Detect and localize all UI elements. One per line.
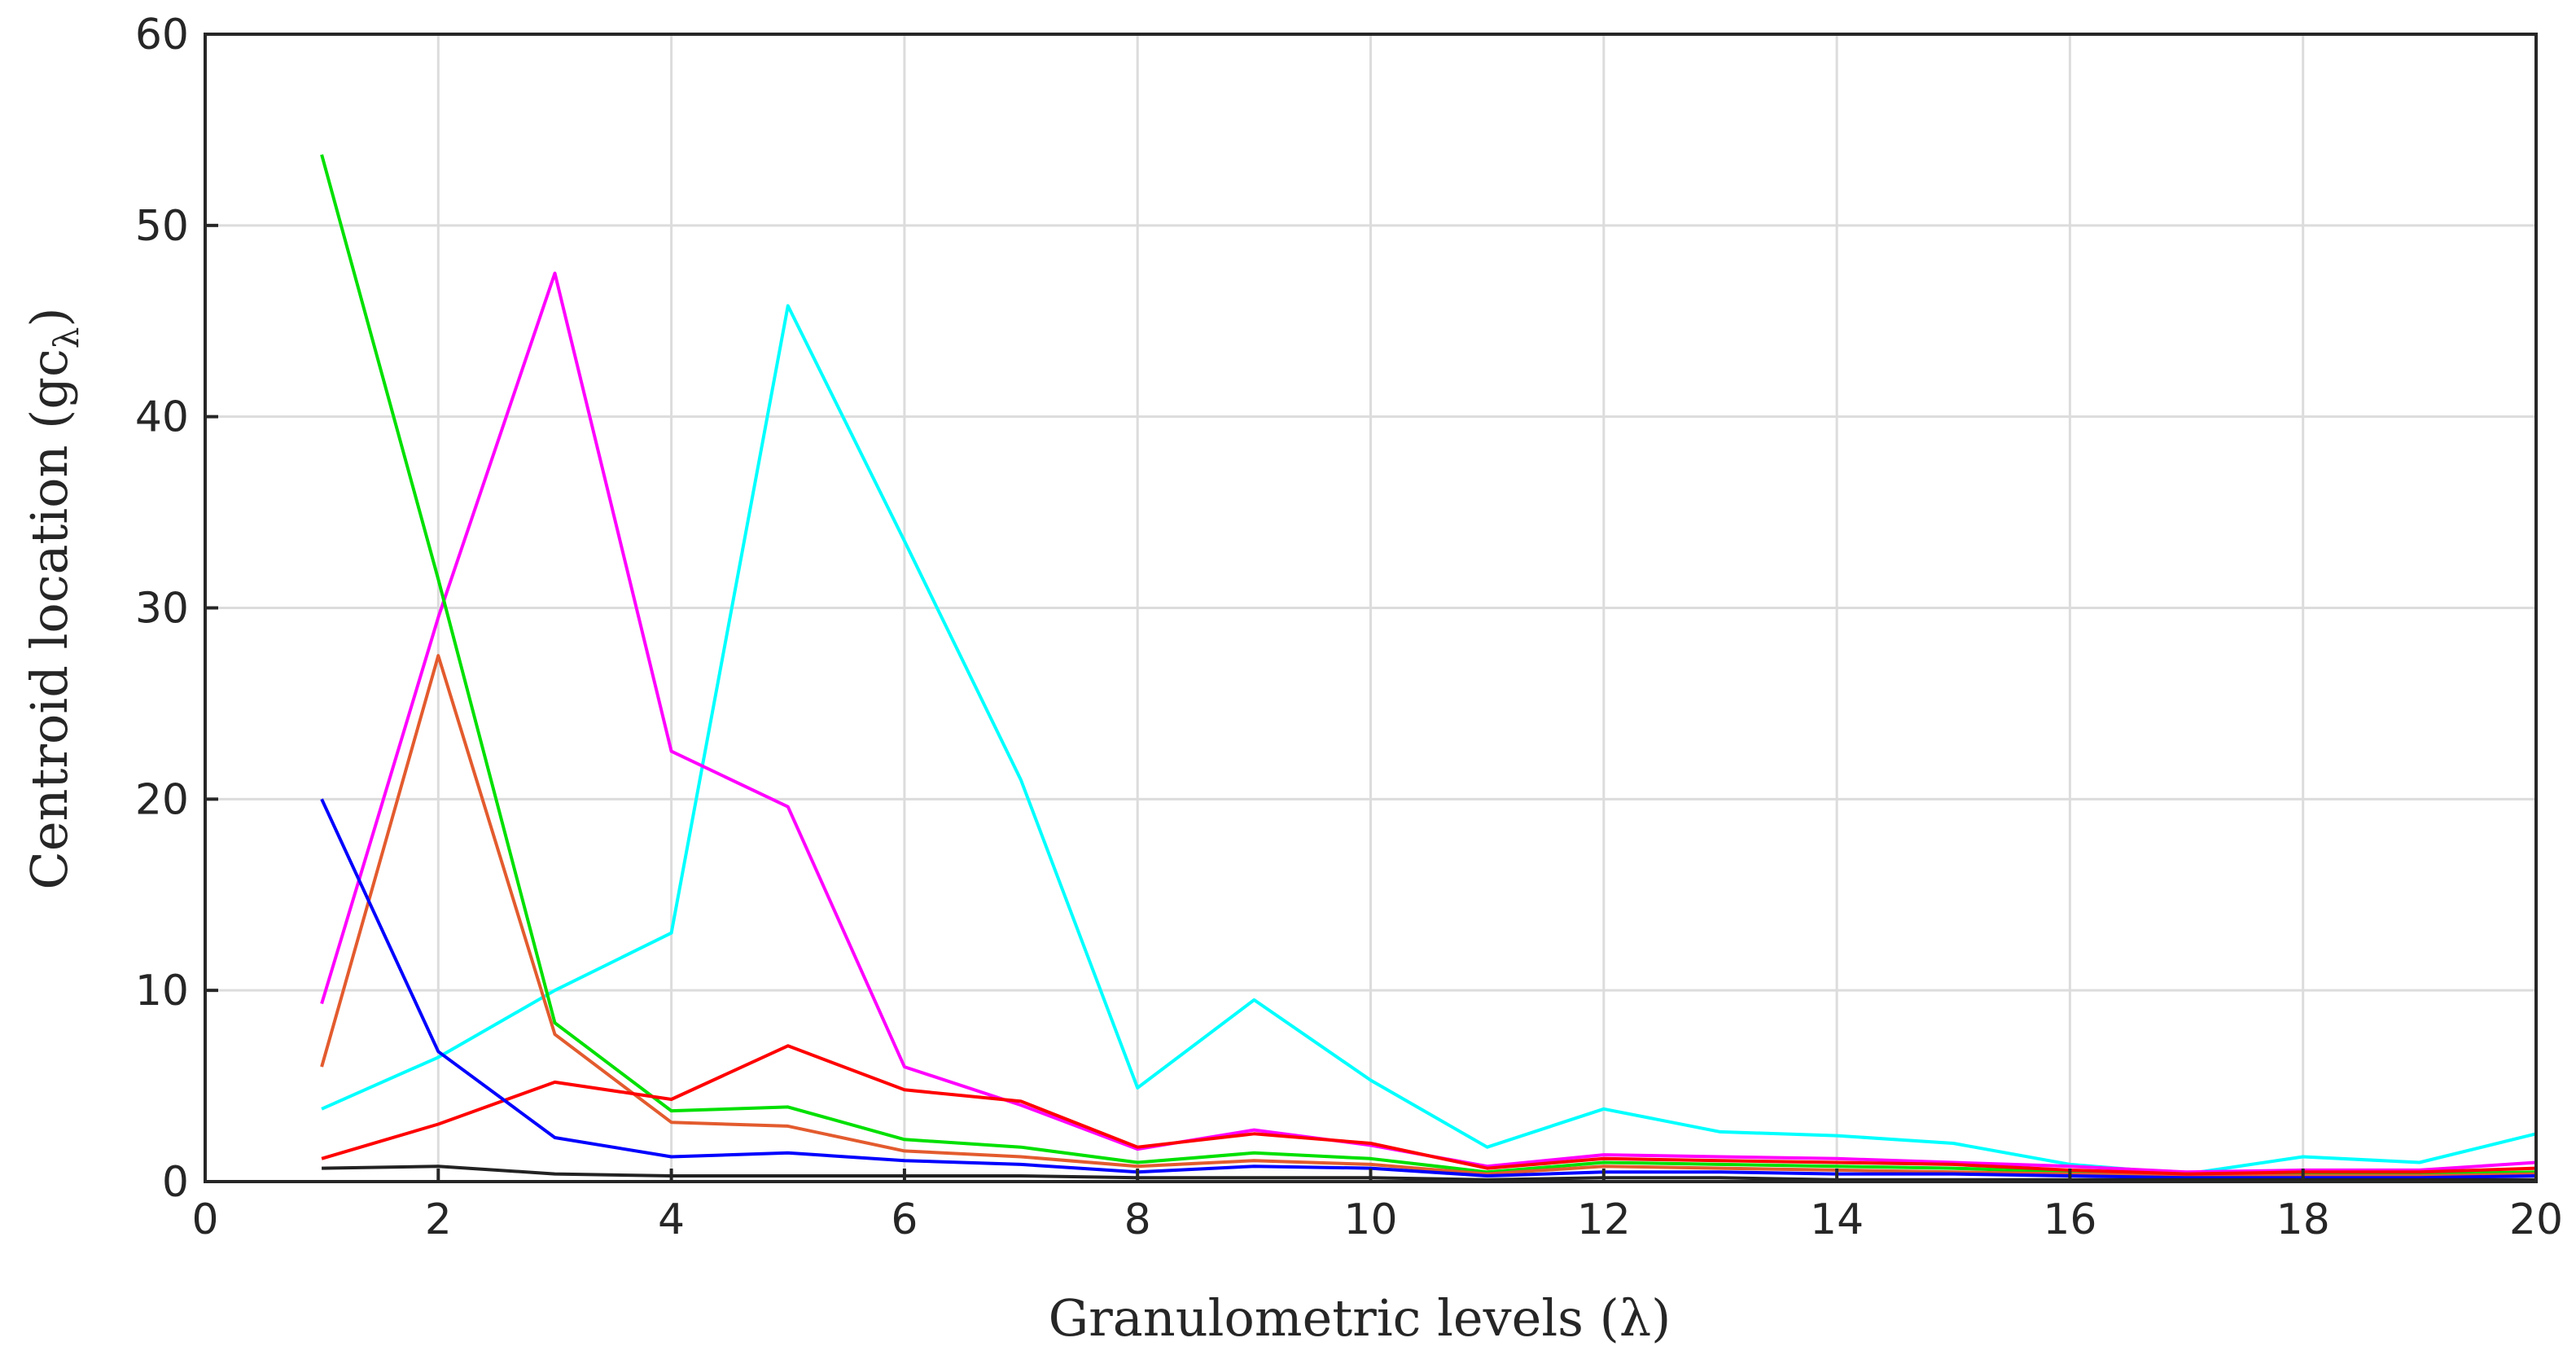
x-tick-label: 8	[1124, 1195, 1151, 1244]
x-axis-ticks: 0 2 4 6 8 10 12 14 16 18 20	[191, 1169, 2563, 1244]
series-line-1	[321, 304, 2537, 1176]
y-axis-ticks: 0 10 20 30 40 50 60	[135, 11, 218, 1207]
x-tick-label: 14	[1810, 1195, 1864, 1244]
x-tick-label: 10	[1343, 1195, 1397, 1244]
x-tick-label: 2	[425, 1195, 452, 1244]
x-tick-label: 6	[891, 1195, 918, 1244]
x-axis-label: Granulometric levels (λ)	[1049, 1288, 1671, 1348]
x-tick-label: 0	[191, 1195, 218, 1244]
series-line-6	[320, 798, 2537, 1180]
y-tick-label: 40	[135, 393, 189, 442]
series-line-3	[320, 154, 2537, 1176]
y-tick-label: 30	[135, 585, 189, 634]
series-lines	[320, 154, 2537, 1182]
grid	[205, 34, 2536, 1182]
series-line-5	[321, 1044, 2537, 1176]
y-tick-label: 50	[135, 202, 189, 251]
x-tick-label: 20	[2509, 1195, 2563, 1244]
x-tick-label: 4	[658, 1195, 685, 1244]
y-axis-label-main: Centroid location (gc	[20, 349, 79, 889]
y-tick-label: 20	[135, 775, 189, 824]
x-tick-label: 16	[2043, 1195, 2096, 1244]
x-tick-label: 12	[1577, 1195, 1631, 1244]
y-tick-label: 10	[135, 967, 189, 1015]
y-tick-label: 60	[135, 11, 189, 59]
y-axis-label: Centroid location (gcλ)	[20, 307, 86, 889]
y-axis-label-close: )	[20, 307, 79, 327]
y-axis-label-subscript: λ	[46, 327, 86, 349]
series-line-2	[320, 271, 2537, 1174]
series-line-4	[320, 654, 2537, 1178]
x-tick-label: 18	[2276, 1195, 2330, 1244]
y-tick-label: 0	[162, 1158, 189, 1207]
series-line-7	[322, 1164, 2536, 1182]
